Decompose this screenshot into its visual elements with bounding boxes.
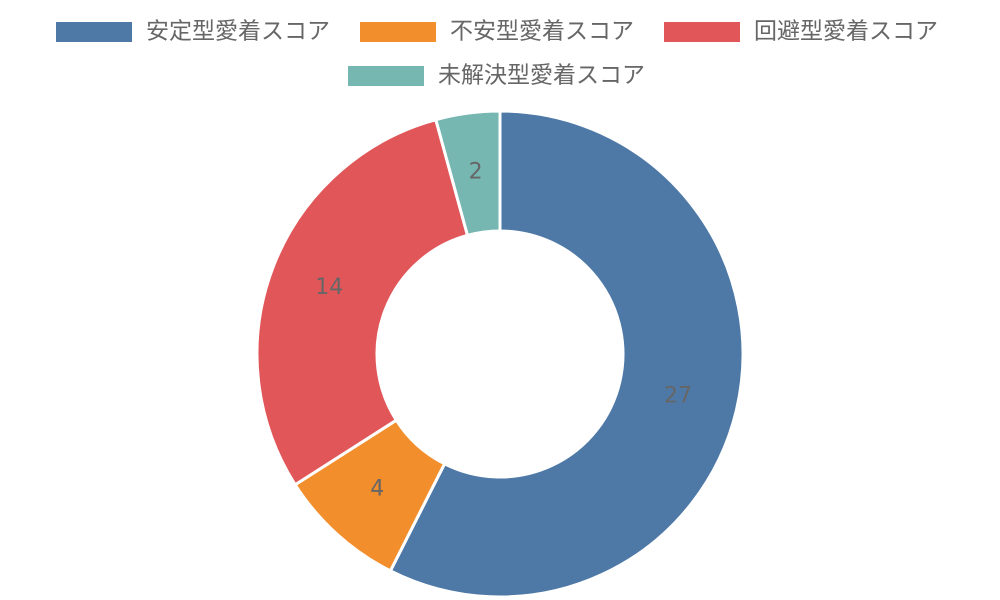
- doughnut-slice[interactable]: [255, 118, 470, 487]
- legend-swatch: [348, 66, 424, 86]
- slice-value-label: 4: [370, 477, 384, 502]
- legend-label: 不安型愛着スコア: [450, 19, 634, 45]
- legend-swatch: [56, 22, 132, 42]
- slice-labels: 27 4 14 2: [315, 160, 692, 502]
- legend-label: 回避型愛着スコア: [754, 19, 938, 45]
- legend-swatch: [664, 22, 740, 42]
- legend-item[interactable]: 不安型愛着スコア: [360, 19, 634, 45]
- slice-value-label: 27: [664, 383, 692, 408]
- doughnut-slice[interactable]: [434, 109, 502, 237]
- legend-swatch: [360, 22, 436, 42]
- legend-item[interactable]: 回避型愛着スコア: [664, 19, 938, 45]
- doughnut-slices: [255, 109, 745, 599]
- slice-value-label: 14: [315, 275, 343, 300]
- legend-label: 安定型愛着スコア: [146, 19, 330, 45]
- legend-label: 未解決型愛着スコア: [438, 63, 645, 89]
- slice-value-label: 2: [469, 160, 483, 185]
- legend-item[interactable]: 未解決型愛着スコア: [348, 63, 645, 89]
- doughnut-slice[interactable]: [388, 109, 745, 599]
- legend-item[interactable]: 安定型愛着スコア: [56, 19, 330, 45]
